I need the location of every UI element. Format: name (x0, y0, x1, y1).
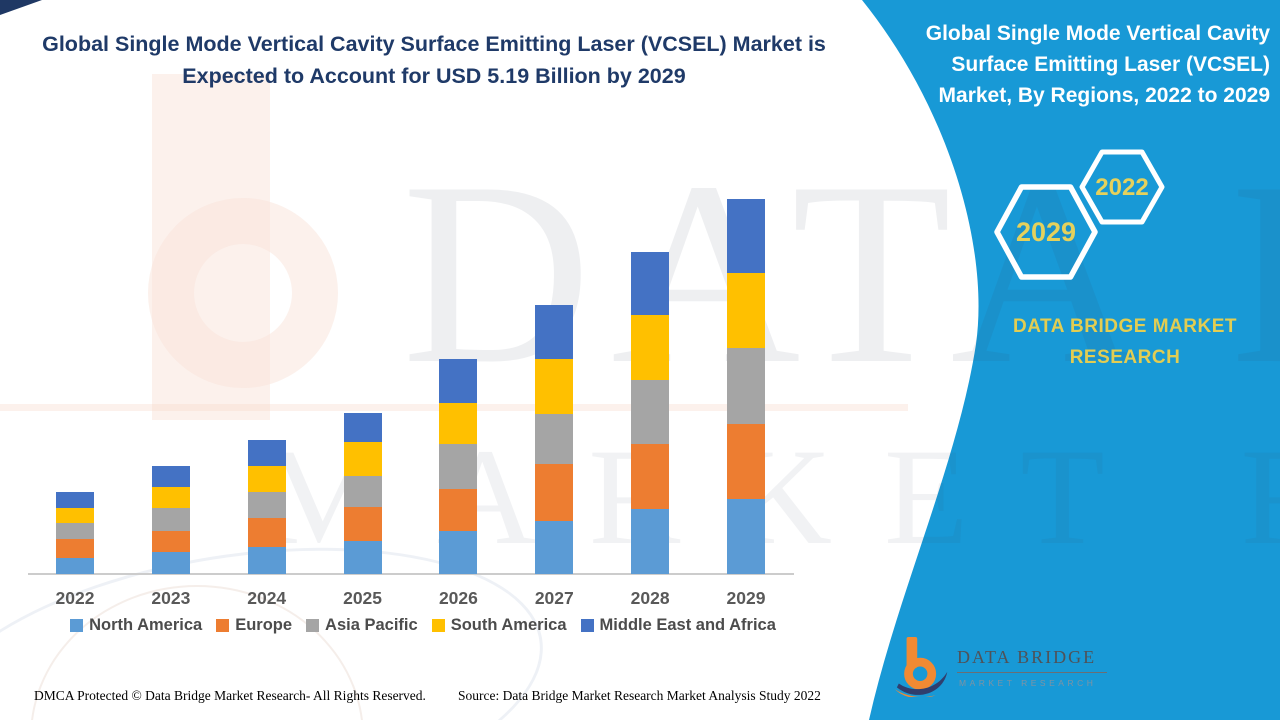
legend-swatch (216, 619, 230, 632)
legend-swatch (70, 619, 84, 632)
chart-title-line1: Global Single Mode Vertical Cavity Surfa… (42, 32, 826, 56)
dmca-notice: DMCA Protected © Data Bridge Market Rese… (34, 688, 426, 703)
bar-segment-europe (247, 517, 286, 547)
bar-segment-north-america (439, 530, 478, 574)
bar-segment-middle-east-and-africa (535, 305, 574, 359)
legend-label: South America (450, 616, 567, 634)
legend-item-asia-pacific: Asia Pacific (306, 616, 418, 635)
bar-segment-south-america (343, 442, 382, 476)
legend-label: North America (89, 616, 203, 634)
logo-tagline: MARKET RESEARCH (959, 678, 1097, 688)
bar-segment-south-america (535, 358, 574, 414)
x-axis-line (28, 573, 794, 575)
bar-2029 (726, 198, 765, 574)
bar-2024 (247, 439, 286, 574)
bar-segment-middle-east-and-africa (631, 252, 670, 316)
bar-2025 (343, 413, 382, 574)
bar-2022 (56, 492, 94, 574)
bar-segment-asia-pacific (247, 491, 286, 518)
hexagon-year-2022: 2022 (1095, 174, 1149, 201)
bar-segment-middle-east-and-africa (247, 439, 286, 467)
x-axis-label-2025: 2025 (343, 588, 383, 608)
legend-swatch (306, 619, 320, 632)
legend-label: Middle East and Africa (599, 616, 776, 634)
logo-wordmark: DATA BRIDGE (957, 647, 1107, 673)
bar-2028 (631, 252, 670, 574)
legend-item-europe: Europe (216, 616, 292, 635)
x-axis-label-2026: 2026 (438, 588, 478, 608)
legend-label: Europe (235, 616, 293, 634)
bar-2023 (151, 466, 190, 574)
bar-segment-south-america (439, 402, 478, 444)
bar-segment-europe (151, 531, 190, 553)
bar-segment-europe (535, 464, 574, 521)
bar-segment-middle-east-and-africa (343, 413, 382, 443)
chart-title: Global Single Mode Vertical Cavity Surfa… (18, 28, 850, 92)
bar-segment-middle-east-and-africa (56, 492, 94, 508)
x-axis-label-2023: 2023 (151, 588, 191, 608)
bar-segment-middle-east-and-africa (151, 466, 190, 488)
chart-title-line2: Expected to Account for USD 5.19 Billion… (182, 64, 686, 88)
x-axis-label-2027: 2027 (534, 588, 574, 608)
banner-brand-line2: RESEARCH (1069, 347, 1181, 368)
bar-segment-north-america (631, 508, 670, 574)
bar-segment-asia-pacific (343, 475, 382, 508)
bar-segment-south-america (247, 466, 286, 492)
bar-segment-south-america (631, 315, 670, 380)
bar-segment-asia-pacific (535, 413, 574, 465)
source-note: Source: Data Bridge Market Research Mark… (458, 688, 821, 703)
x-axis-label-2024: 2024 (247, 588, 287, 608)
x-axis-label-2029: 2029 (726, 588, 766, 608)
bar-segment-north-america (247, 546, 286, 574)
bar-segment-north-america (726, 498, 765, 574)
bar-segment-north-america (535, 520, 574, 574)
legend-swatch (431, 619, 445, 632)
bar-segment-asia-pacific (56, 523, 94, 540)
corner-triangle (0, 0, 42, 15)
chart-legend: North America Europe Asia Pacific South Ame… (20, 616, 826, 635)
x-axis-label-2022: 2022 (55, 588, 95, 608)
bar-segment-south-america (151, 487, 190, 509)
banner-brand-text: DATA BRIDGE MARKET RESEARCH (974, 311, 1276, 373)
bar-2027 (535, 305, 574, 574)
bar-segment-europe (439, 488, 478, 531)
bar-segment-middle-east-and-africa (439, 359, 478, 403)
legend-item-south-america: South America (431, 616, 567, 635)
bar-segment-asia-pacific (631, 379, 670, 444)
hexagon-year-2029: 2029 (1015, 217, 1077, 247)
bar-segment-middle-east-and-africa (726, 198, 765, 274)
legend-item-middle-east-and-africa: Middle East and Africa (580, 616, 776, 635)
data-bridge-logo-icon (894, 636, 948, 697)
bar-segment-asia-pacific (439, 443, 478, 489)
bar-segment-north-america (151, 552, 190, 574)
banner-brand-line1: DATA BRIDGE MARKET (1013, 316, 1237, 337)
x-axis-label-2028: 2028 (630, 588, 670, 608)
watermark-text-row2: MARKET RESEARCH (262, 420, 1280, 573)
legend-swatch (580, 619, 594, 632)
legend-label: Asia Pacific (325, 616, 418, 634)
banner-title-line3: Market, By Regions, 2022 to 2029 (938, 84, 1270, 107)
bar-segment-north-america (343, 540, 382, 574)
bar-segment-europe (726, 423, 765, 499)
bar-segment-europe (631, 443, 670, 509)
bar-segment-europe (343, 507, 382, 541)
bar-segment-north-america (56, 558, 94, 574)
bar-segment-europe (56, 539, 94, 559)
bar-segment-asia-pacific (151, 508, 190, 532)
bar-segment-south-america (726, 273, 765, 349)
bar-segment-asia-pacific (726, 348, 765, 424)
banner-title-line2: Surface Emitting Laser (VCSEL) (951, 53, 1270, 76)
legend-item-north-america: North America (70, 616, 202, 635)
bar-2026 (439, 359, 478, 574)
banner-title: Global Single Mode Vertical Cavity Surfa… (878, 18, 1270, 111)
data-bridge-logo: DATA BRIDGE MARKET RESEARCH (893, 633, 1153, 703)
banner-title-line1: Global Single Mode Vertical Cavity (925, 22, 1270, 45)
bar-segment-south-america (56, 507, 94, 524)
